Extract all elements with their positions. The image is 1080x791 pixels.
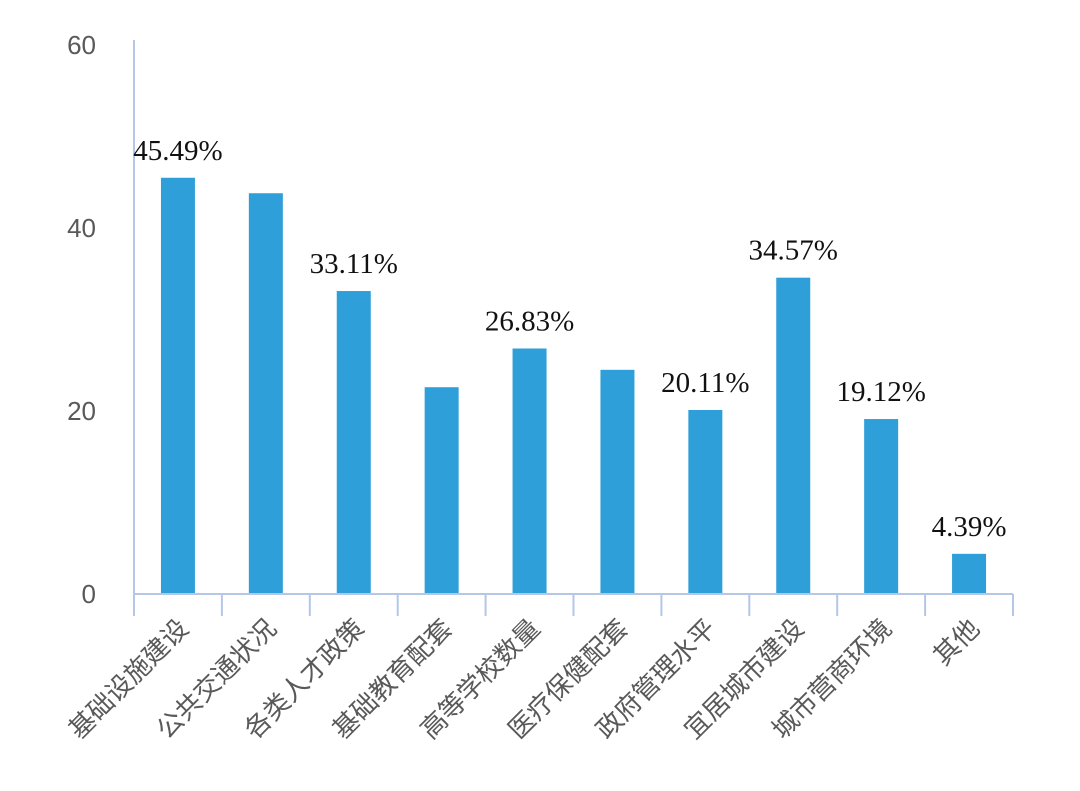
data-label: 19.12% xyxy=(836,376,925,408)
y-tick-label: 60 xyxy=(67,30,96,60)
bar xyxy=(248,193,283,595)
bar xyxy=(864,419,899,594)
y-axis: 0 20 40 60 xyxy=(67,30,135,609)
x-axis: 基础设施建设公共交通状况各类人才政策基础教育配套高等学校数量医疗保健配套政府管理… xyxy=(63,593,1014,745)
data-label: 26.83% xyxy=(485,306,574,338)
data-label: 45.49% xyxy=(133,135,222,167)
y-tick-label: 40 xyxy=(67,213,96,243)
data-label: 4.39% xyxy=(932,511,1007,543)
bar xyxy=(336,291,371,594)
data-label: 33.11% xyxy=(310,248,398,280)
data-label: 20.11% xyxy=(661,367,749,399)
bar xyxy=(160,177,195,595)
bar xyxy=(776,277,811,594)
bar xyxy=(512,348,547,594)
x-tick-label: 其他 xyxy=(928,614,986,672)
data-labels: 45.49% 33.11% 26.83% 20.11% 34.57% 19.12% 4.39… xyxy=(133,135,1006,543)
y-tick-label: 20 xyxy=(67,396,96,426)
bar xyxy=(688,409,723,594)
bar xyxy=(424,387,459,594)
bars xyxy=(160,177,987,595)
y-tick-label: 0 xyxy=(82,579,96,609)
bar xyxy=(952,553,987,594)
data-label: 34.57% xyxy=(749,235,838,267)
bar xyxy=(600,369,635,594)
